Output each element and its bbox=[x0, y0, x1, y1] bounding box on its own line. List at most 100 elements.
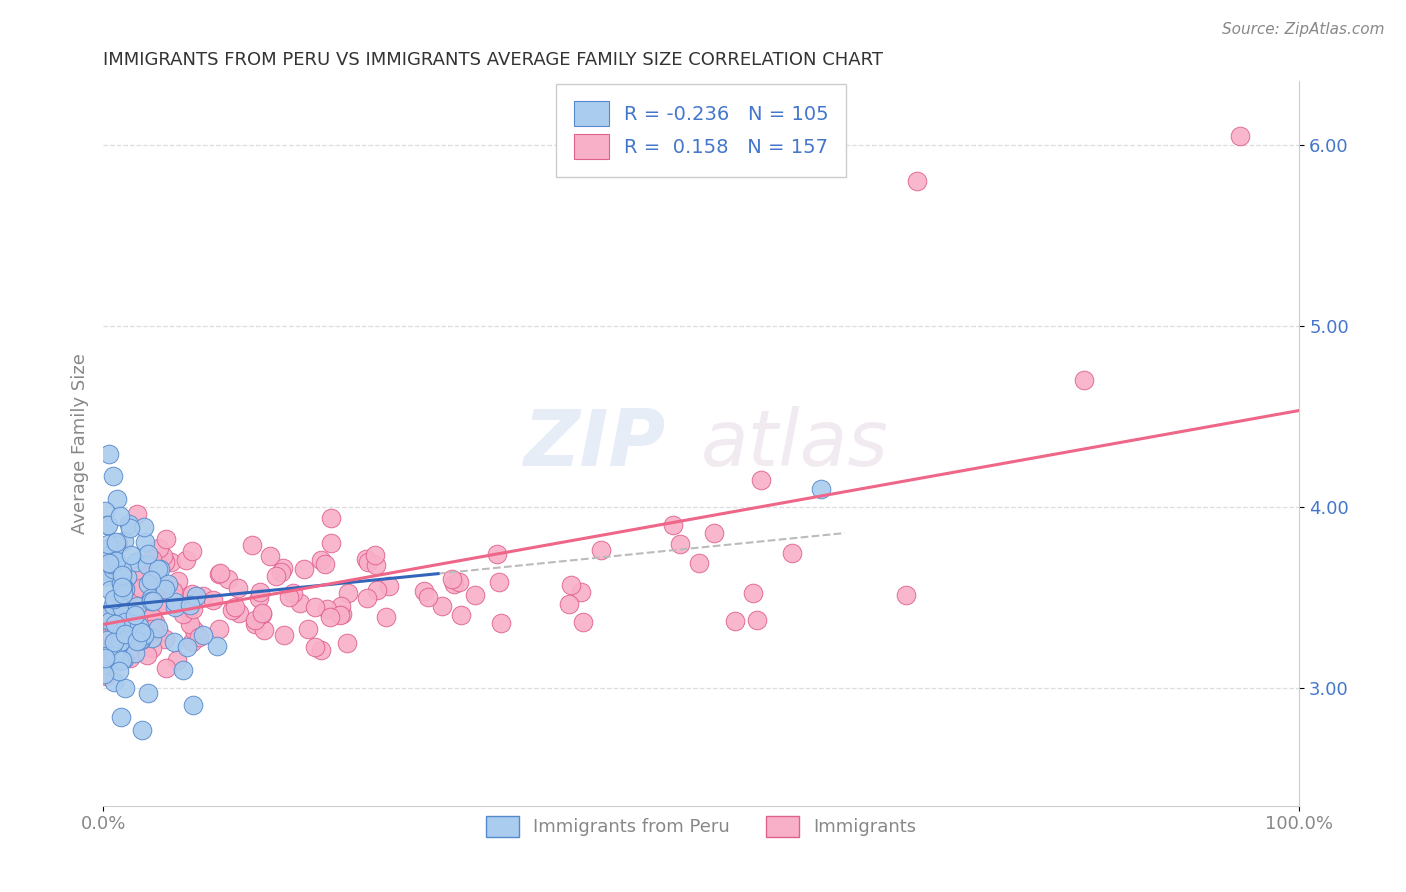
Point bbox=[357, 555, 380, 569]
Point bbox=[114, 681, 136, 695]
Y-axis label: Average Family Size: Average Family Size bbox=[72, 353, 89, 534]
Point bbox=[149, 576, 172, 591]
Point bbox=[364, 548, 387, 562]
Point bbox=[172, 663, 194, 677]
Point bbox=[366, 558, 388, 572]
Point bbox=[98, 447, 121, 461]
Point bbox=[132, 628, 155, 642]
Point bbox=[179, 617, 201, 632]
Point bbox=[152, 549, 174, 564]
Point bbox=[416, 590, 439, 604]
Point bbox=[183, 623, 205, 637]
Point bbox=[155, 582, 177, 596]
Point bbox=[112, 568, 135, 582]
Point bbox=[894, 588, 917, 602]
Point bbox=[148, 626, 170, 640]
Point bbox=[160, 555, 183, 569]
Point bbox=[131, 723, 153, 738]
Point bbox=[110, 623, 132, 637]
Point bbox=[314, 557, 336, 571]
Point bbox=[110, 601, 132, 615]
Point bbox=[163, 635, 186, 649]
Point bbox=[155, 632, 177, 646]
Point bbox=[120, 619, 142, 633]
Point bbox=[188, 630, 211, 644]
Point bbox=[120, 600, 142, 615]
Point bbox=[98, 583, 121, 598]
Point bbox=[107, 650, 129, 665]
Point bbox=[94, 609, 117, 624]
Point bbox=[114, 619, 136, 633]
Point bbox=[224, 599, 246, 614]
Point bbox=[108, 664, 131, 678]
Point bbox=[142, 594, 165, 608]
Point bbox=[128, 615, 150, 630]
Point bbox=[148, 562, 170, 576]
Point bbox=[110, 575, 132, 590]
Point bbox=[101, 599, 124, 613]
Point bbox=[94, 669, 117, 683]
Point bbox=[94, 568, 117, 582]
Point bbox=[207, 639, 229, 653]
Point bbox=[319, 536, 342, 550]
Point bbox=[103, 675, 125, 690]
Point bbox=[110, 647, 132, 661]
Point bbox=[742, 586, 765, 600]
Point bbox=[132, 586, 155, 600]
Point bbox=[163, 600, 186, 615]
Point bbox=[124, 646, 146, 660]
Point bbox=[114, 582, 136, 596]
Point bbox=[181, 635, 204, 649]
Point bbox=[179, 598, 201, 612]
Point bbox=[221, 603, 243, 617]
Point bbox=[107, 535, 129, 549]
Point bbox=[266, 569, 288, 583]
Point bbox=[273, 627, 295, 641]
Point bbox=[250, 607, 273, 621]
Point bbox=[330, 607, 353, 622]
Point bbox=[488, 575, 510, 590]
Point bbox=[111, 563, 134, 577]
Point bbox=[167, 574, 190, 589]
Text: Source: ZipAtlas.com: Source: ZipAtlas.com bbox=[1222, 22, 1385, 37]
Point bbox=[103, 648, 125, 663]
Point bbox=[186, 589, 208, 603]
Point bbox=[375, 609, 398, 624]
Point bbox=[810, 482, 832, 496]
Point bbox=[122, 617, 145, 632]
Point bbox=[337, 585, 360, 599]
Point bbox=[114, 615, 136, 630]
Point bbox=[96, 633, 118, 648]
Point bbox=[124, 607, 146, 622]
Point bbox=[108, 599, 131, 613]
Point bbox=[146, 599, 169, 613]
Point bbox=[560, 578, 582, 592]
Point bbox=[703, 526, 725, 541]
Point bbox=[141, 591, 163, 606]
Point bbox=[259, 549, 281, 563]
Point bbox=[288, 596, 311, 610]
Point bbox=[129, 633, 152, 648]
Point bbox=[1229, 128, 1251, 143]
Point bbox=[329, 607, 352, 622]
Point bbox=[117, 517, 139, 532]
Point bbox=[111, 653, 134, 667]
Point bbox=[111, 623, 134, 637]
Point bbox=[209, 566, 232, 580]
Point bbox=[157, 577, 180, 591]
Point bbox=[688, 556, 710, 570]
Point bbox=[121, 599, 143, 613]
Point bbox=[135, 648, 157, 663]
Point bbox=[108, 634, 131, 648]
Point bbox=[94, 628, 117, 642]
Point bbox=[464, 588, 486, 602]
Point bbox=[155, 532, 177, 546]
Point bbox=[94, 504, 117, 518]
Point bbox=[111, 580, 134, 594]
Point bbox=[450, 608, 472, 623]
Point bbox=[430, 599, 453, 613]
Point bbox=[114, 627, 136, 641]
Text: ZIP: ZIP bbox=[523, 406, 665, 482]
Point bbox=[321, 511, 343, 525]
Point bbox=[111, 575, 134, 590]
